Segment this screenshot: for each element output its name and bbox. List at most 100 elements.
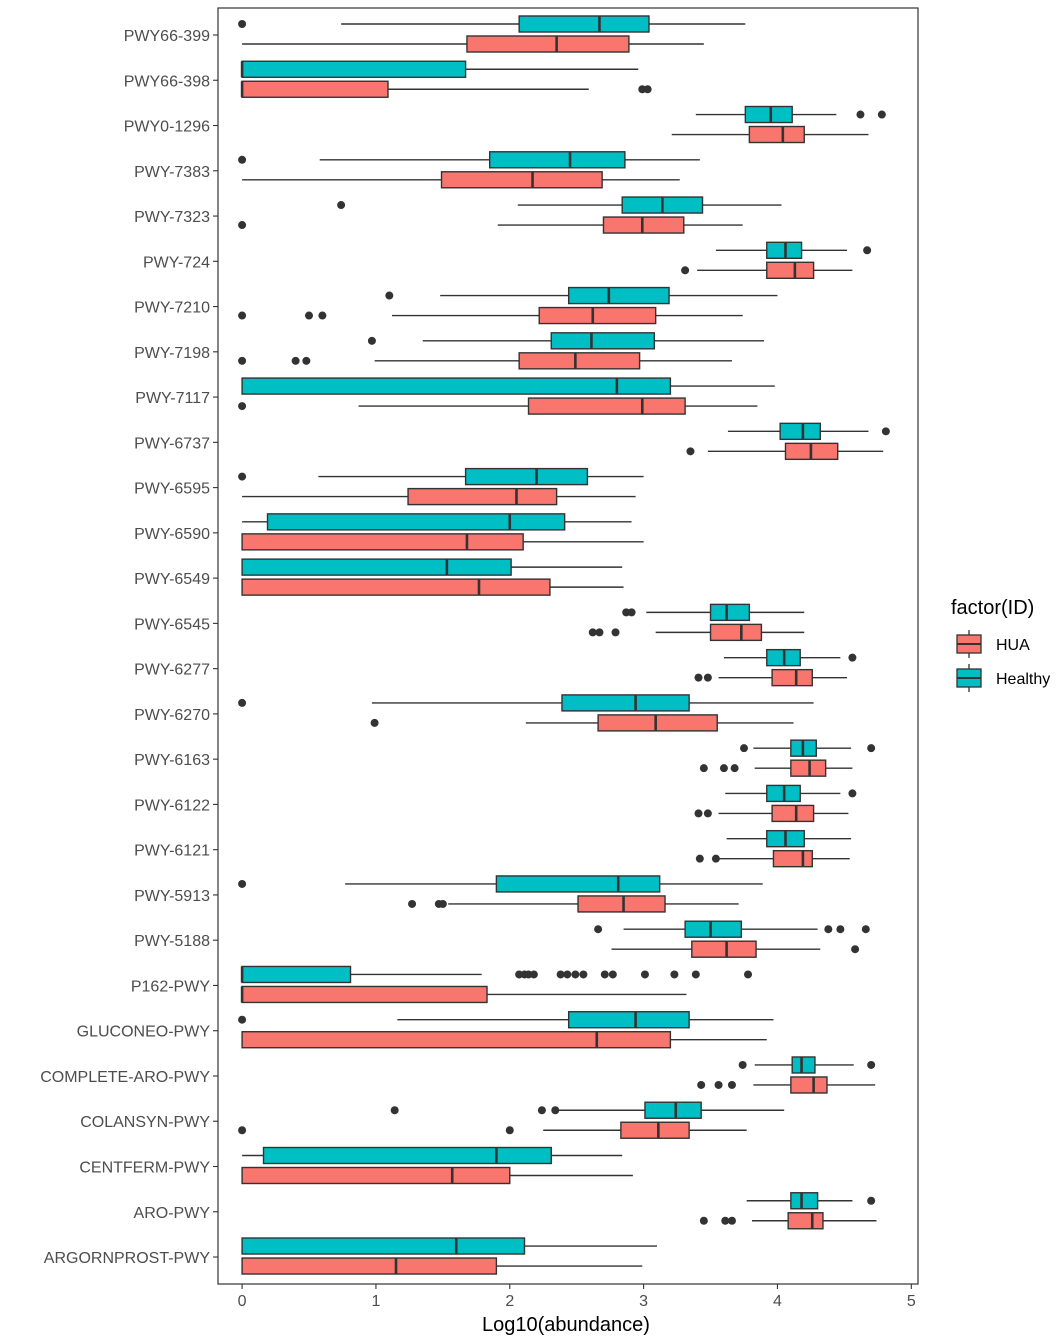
y-tick-label: PWY0-1296 xyxy=(124,119,210,136)
healthy-outlier-point xyxy=(867,1060,876,1069)
healthy-iqr-rect xyxy=(567,1011,690,1029)
healthy-box xyxy=(238,467,644,486)
hua-box xyxy=(588,623,805,642)
healthy-iqr-rect xyxy=(241,377,672,395)
y-tick-label: PWY-7210 xyxy=(134,300,210,317)
hua-outlier-point xyxy=(711,854,720,863)
healthy-outlier-point xyxy=(556,970,565,979)
healthy-iqr-rect xyxy=(550,332,656,350)
hua-outlier-point xyxy=(595,628,604,637)
healthy-box xyxy=(241,558,623,576)
hua-box xyxy=(408,895,739,913)
hua-box xyxy=(695,849,850,868)
hua-box xyxy=(241,578,624,596)
hua-outlier-point xyxy=(291,356,300,365)
y-tick-label: ARGORNPROST-PWY xyxy=(44,1250,211,1267)
healthy-outlier-point xyxy=(824,925,833,934)
hua-box xyxy=(242,35,704,53)
y-tick-label: GLUCONEO-PWY xyxy=(77,1024,211,1041)
healthy-outlier-point xyxy=(238,20,247,28)
healthy-iqr-rect xyxy=(779,422,821,441)
hua-outlier-point xyxy=(730,764,739,773)
x-tick-label: 0 xyxy=(238,1293,247,1310)
hua-outlier-point xyxy=(318,311,327,320)
healthy-iqr-rect xyxy=(266,513,566,531)
hua-box xyxy=(241,1257,643,1275)
hua-iqr-rect xyxy=(241,578,551,596)
hua-iqr-rect xyxy=(538,306,657,325)
healthy-outlier-point xyxy=(836,925,845,934)
healthy-iqr-rect xyxy=(709,603,751,622)
hua-box xyxy=(242,171,680,189)
healthy-outlier-point xyxy=(867,1196,876,1205)
healthy-iqr-rect xyxy=(561,694,690,712)
hua-outlier-point xyxy=(719,764,728,773)
y-tick-label: PWY-6163 xyxy=(134,752,210,769)
healthy-iqr-rect xyxy=(684,920,743,938)
healthy-iqr-rect xyxy=(766,241,803,260)
hua-outlier-point xyxy=(370,718,379,727)
healthy-iqr-rect xyxy=(241,1237,526,1255)
healthy-outlier-point xyxy=(848,789,857,798)
healthy-iqr-rect xyxy=(644,1101,702,1119)
healthy-outlier-point xyxy=(594,925,603,934)
hua-box xyxy=(238,306,743,325)
y-tick-label: PWY-6549 xyxy=(134,571,210,588)
hua-box xyxy=(699,1212,877,1230)
healthy-box xyxy=(738,1056,876,1074)
plot-area xyxy=(238,15,890,1275)
healthy-outlier-point xyxy=(238,1015,247,1024)
healthy-box xyxy=(238,875,763,893)
healthy-box xyxy=(240,60,639,78)
y-tick-label: PWY66-399 xyxy=(124,28,210,45)
healthy-box xyxy=(715,241,872,260)
healthy-outlier-point xyxy=(744,970,753,979)
healthy-iqr-rect xyxy=(518,15,650,33)
hua-outlier-point xyxy=(686,447,695,456)
healthy-iqr-rect xyxy=(464,467,589,486)
healthy-iqr-rect xyxy=(791,1056,816,1074)
hua-outlier-point xyxy=(238,311,247,320)
healthy-outlier-point xyxy=(563,970,572,979)
healthy-iqr-rect xyxy=(495,875,661,893)
hua-outlier-point xyxy=(611,628,620,637)
hua-outlier-point xyxy=(694,673,703,682)
healthy-outlier-point xyxy=(571,970,580,979)
hua-box xyxy=(242,487,636,506)
healthy-outlier-point xyxy=(337,201,346,210)
hua-outlier-point xyxy=(699,764,708,773)
hua-iqr-rect xyxy=(518,352,641,370)
healthy-box xyxy=(746,1192,876,1210)
legend: factor(ID) HUA Healthy xyxy=(951,597,1050,692)
healthy-box xyxy=(337,196,782,214)
y-tick-label: PWY-6270 xyxy=(134,707,210,724)
healthy-outlier-point xyxy=(551,1106,560,1115)
y-tick-label: P162-PWY xyxy=(131,978,210,995)
y-tick-label: PWY-6737 xyxy=(134,435,210,452)
y-axis: PWY66-399 PWY66-398 PWY0-1296 PWY-7383 PWY-7… xyxy=(40,28,218,1267)
legend-title: factor(ID) xyxy=(951,597,1034,619)
hua-box xyxy=(238,352,732,370)
healthy-outlier-point xyxy=(856,110,865,119)
healthy-box xyxy=(238,151,700,169)
y-tick-label: PWY-6545 xyxy=(134,616,210,633)
hua-outlier-point xyxy=(699,1216,708,1225)
hua-box xyxy=(694,804,849,823)
x-axis: 0 1 2 3 4 5 xyxy=(238,1284,916,1310)
y-tick-label: PWY66-398 xyxy=(124,73,210,90)
hua-outlier-point xyxy=(681,266,690,275)
healthy-outlier-point xyxy=(877,110,886,119)
legend-item-healthy: Healthy xyxy=(956,664,1050,692)
hua-box xyxy=(240,80,652,98)
hua-box xyxy=(241,1166,633,1185)
healthy-outlier-point xyxy=(385,291,394,300)
hua-box xyxy=(241,1031,767,1049)
hua-box xyxy=(238,216,743,234)
y-tick-label: PWY-6122 xyxy=(134,797,210,814)
hua-iqr-rect xyxy=(748,125,805,144)
healthy-box xyxy=(740,739,876,757)
healthy-outlier-point xyxy=(627,608,636,617)
y-tick-label: PWY-7117 xyxy=(135,390,210,407)
hua-outlier-point xyxy=(238,1126,247,1135)
